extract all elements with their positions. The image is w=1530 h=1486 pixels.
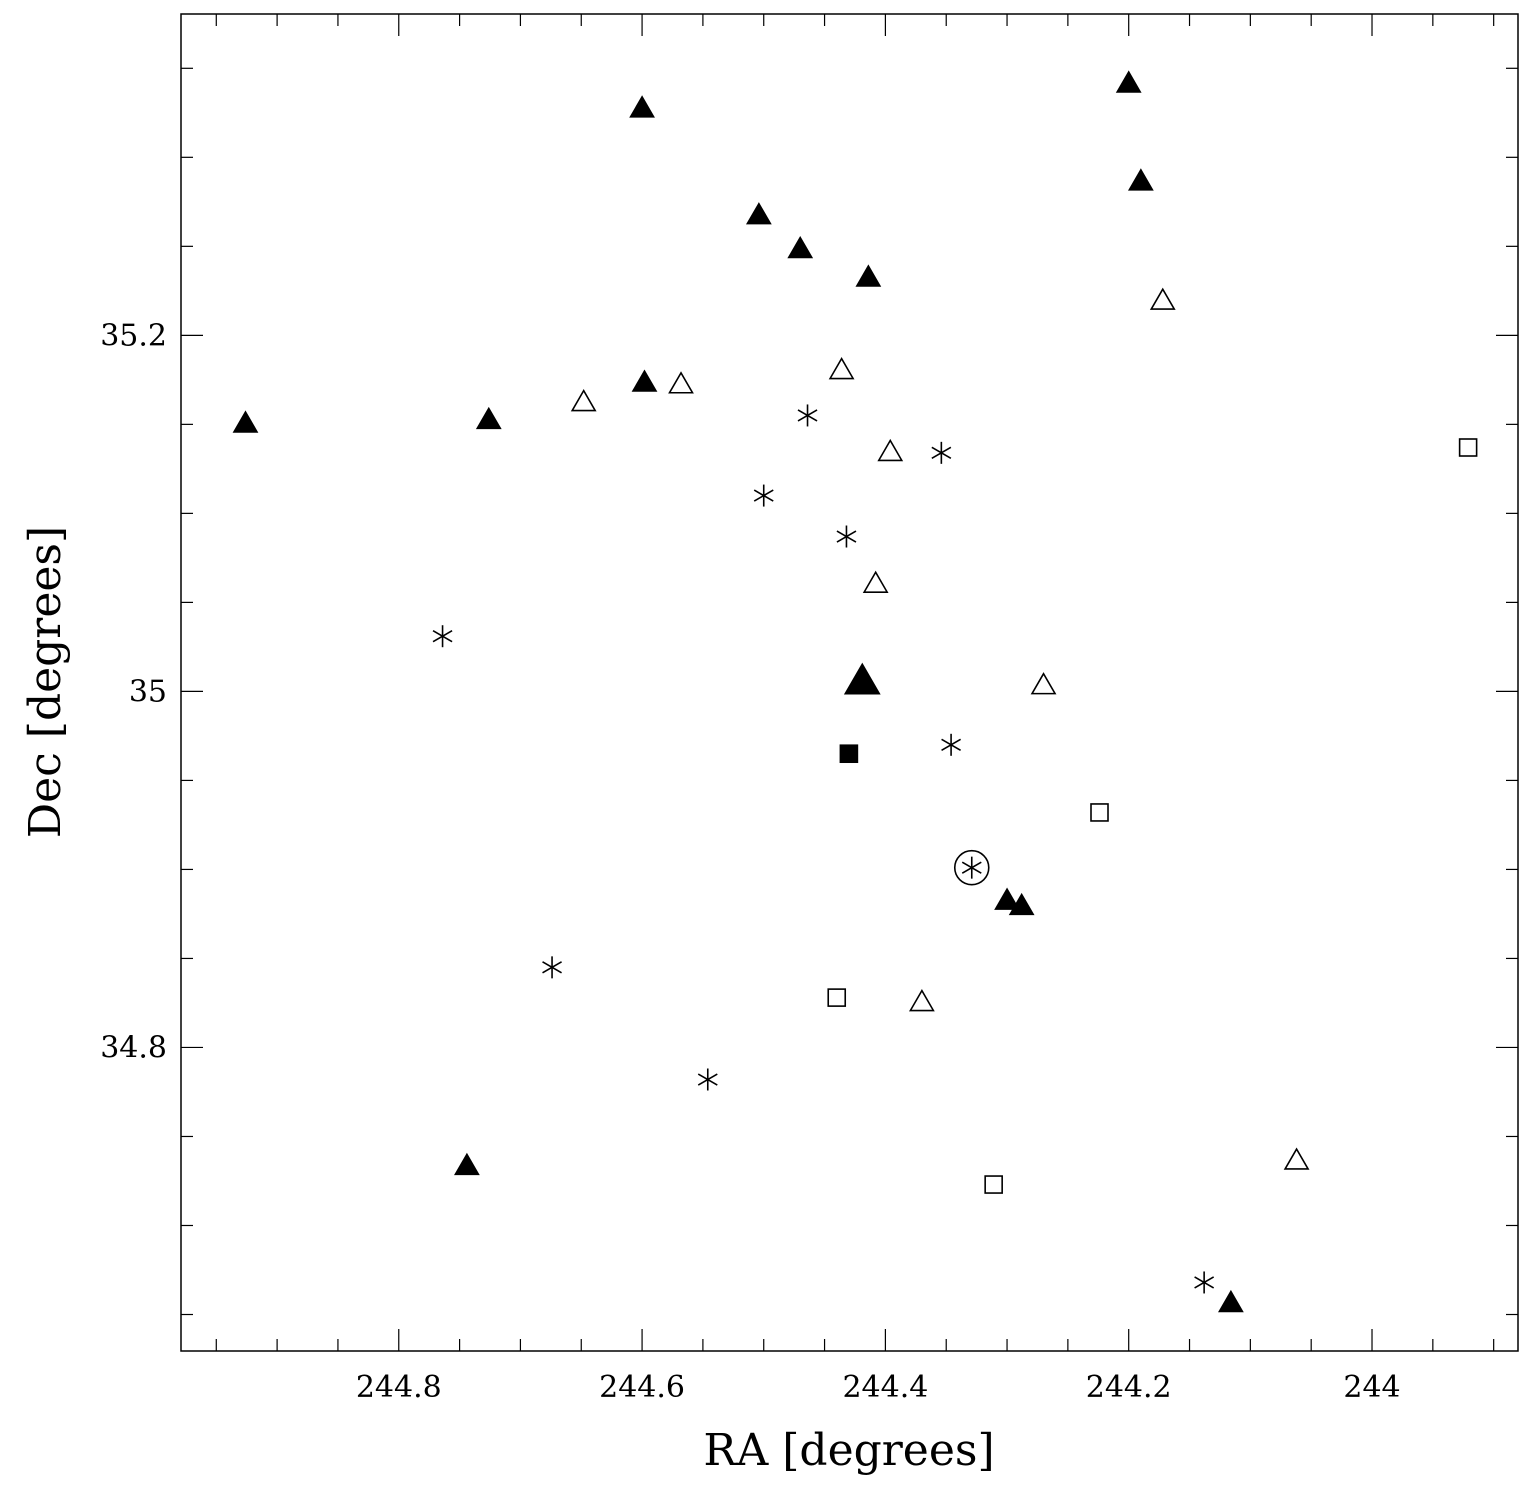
filled-triangle-marker (1008, 892, 1035, 916)
filled-triangle-marker (855, 264, 882, 287)
axis-tick-labels: 244.8 244.6 244.4 244.2 244 34.8 35 35.2 (100, 318, 1400, 1405)
asterisk-marker (941, 733, 962, 756)
filled-triangle-marker (745, 202, 772, 225)
filled-triangle-marker (232, 410, 259, 433)
asterisk-stroke (753, 489, 774, 502)
open-triangle-marker (1283, 1147, 1310, 1170)
asterisk-stroke (797, 409, 818, 422)
open-triangle-marker (877, 438, 904, 462)
asterisk-marker (931, 441, 952, 464)
open-triangle-marker (828, 356, 855, 380)
asterisk-stroke (931, 446, 952, 460)
open-triangle-marker (570, 389, 597, 412)
asterisk-marker (432, 625, 453, 648)
y-tick-label: 34.8 (100, 1030, 167, 1065)
asterisk-marker (1194, 1271, 1215, 1294)
filled-triangle-marker (787, 235, 814, 259)
y-tick-label: 35 (129, 674, 167, 709)
asterisk-marker (836, 525, 857, 548)
open-square-marker (984, 1175, 1003, 1194)
large-filled-triangle-marker (843, 662, 881, 695)
asterisk-stroke (836, 530, 857, 543)
marker-circle (953, 849, 990, 886)
filled-triangle-marker (1127, 168, 1154, 191)
asterisk-marker (753, 484, 774, 507)
asterisk-stroke (1194, 1276, 1215, 1289)
filled-triangle-marker (475, 406, 502, 430)
asterisk-stroke (961, 861, 982, 874)
axis-ticks (181, 14, 1518, 1351)
asterisk-stroke (432, 630, 453, 643)
x-tick-label: 244.2 (1086, 1370, 1172, 1405)
open-triangle-marker (862, 570, 889, 593)
filled-triangle-marker (994, 887, 1020, 910)
filled-triangle-marker (1218, 1289, 1244, 1313)
y-axis-title: Dec [degrees] (20, 526, 71, 838)
x-tick-label: 244 (1343, 1370, 1400, 1405)
open-triangle-marker (668, 371, 694, 394)
x-tick-label: 244.8 (356, 1370, 442, 1405)
circled-asterisk-marker (953, 849, 990, 886)
asterisk-marker (542, 956, 562, 979)
x-axis-title: RA [degrees] (703, 1425, 994, 1476)
asterisk-marker (697, 1068, 718, 1091)
open-triangle-marker (1149, 287, 1176, 310)
x-tick-label: 244.6 (599, 1370, 685, 1405)
filled-triangle-marker (1115, 70, 1142, 93)
open-square-marker (827, 988, 847, 1007)
x-tick-label: 244.4 (842, 1370, 928, 1405)
asterisk-marker (797, 404, 818, 427)
asterisk-stroke (941, 738, 962, 752)
filled-triangle-marker (631, 369, 658, 392)
open-triangle-marker (1030, 672, 1057, 695)
filled-triangle-marker (629, 95, 655, 118)
data-markers (232, 70, 1478, 1313)
open-triangle-marker (908, 989, 935, 1012)
open-square-marker (1090, 803, 1109, 822)
filled-square-marker (839, 744, 859, 764)
open-square-marker (1458, 438, 1478, 457)
filled-triangle-marker (454, 1152, 480, 1176)
asterisk-stroke (542, 961, 562, 974)
y-tick-label: 35.2 (100, 318, 167, 353)
plot-frame (180, 13, 1519, 1352)
asterisk-stroke (697, 1073, 718, 1086)
asterisk-marker (961, 856, 982, 879)
